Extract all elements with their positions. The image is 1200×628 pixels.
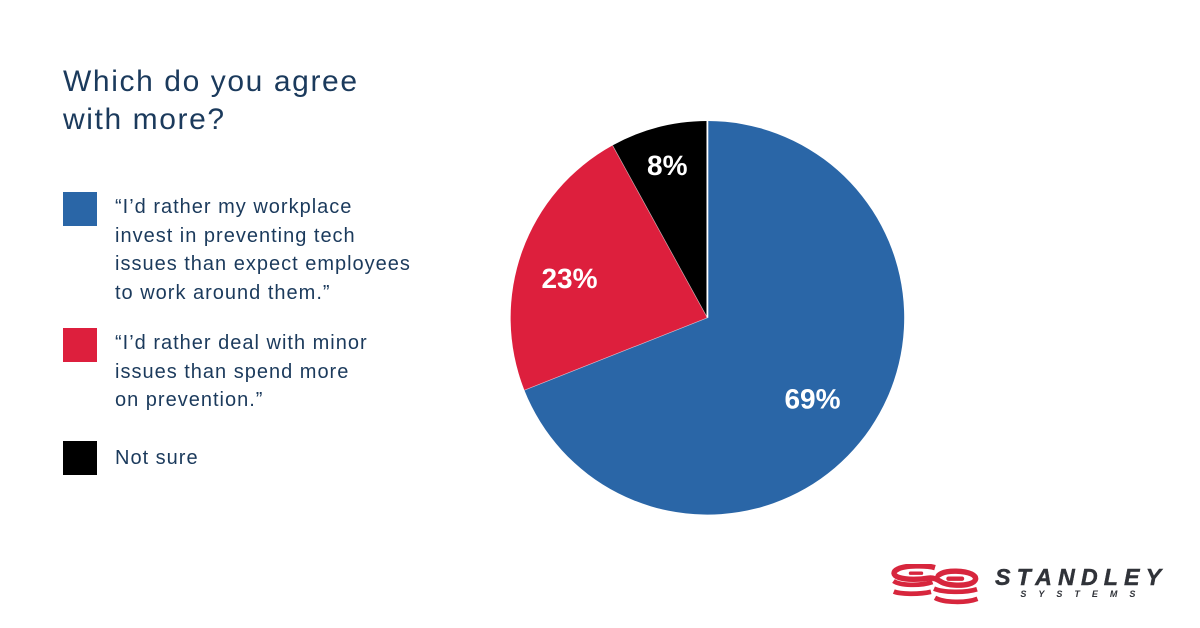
svg-text:69%: 69% (784, 383, 840, 414)
svg-text:8%: 8% (647, 150, 688, 181)
svg-text:23%: 23% (541, 263, 597, 294)
svg-text:SYSTEMS: SYSTEMS (1020, 589, 1147, 599)
svg-text:STANDLEY: STANDLEY (995, 564, 1167, 590)
